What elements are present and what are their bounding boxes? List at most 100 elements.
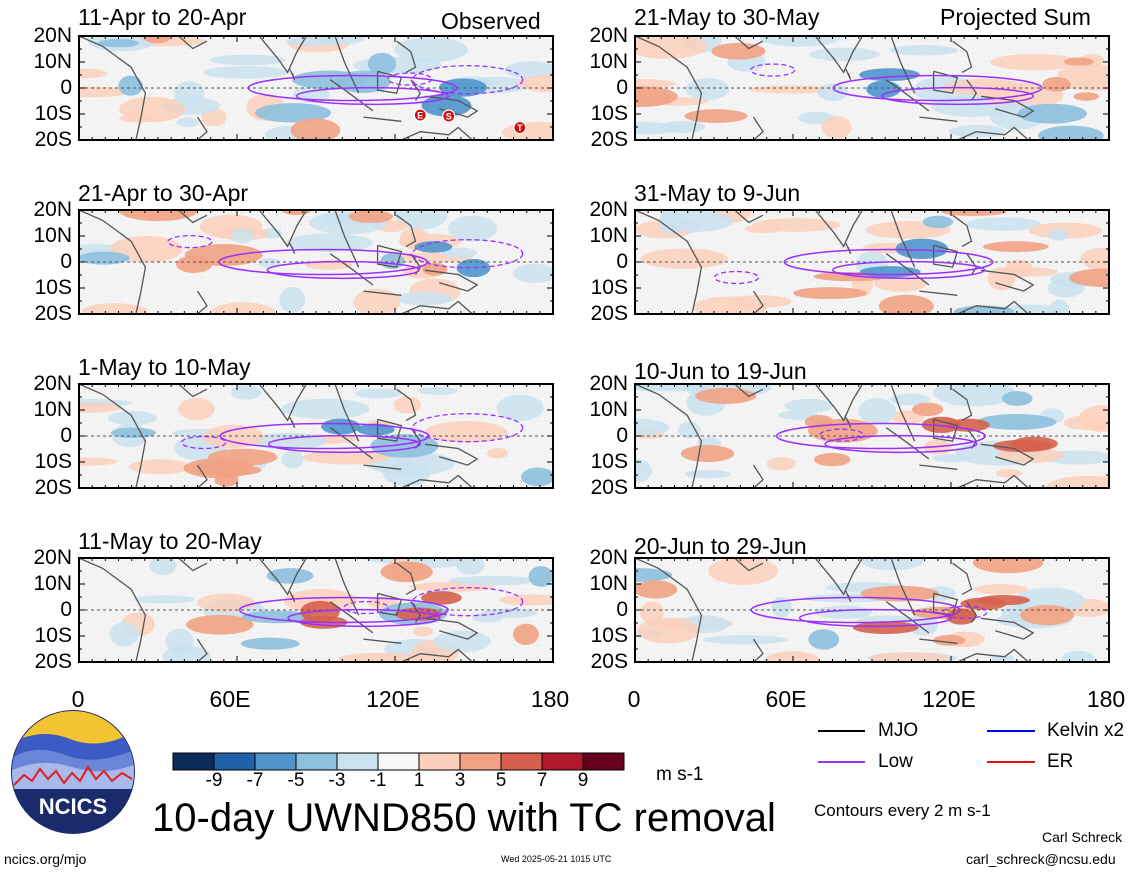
lat-label: 0: [60, 598, 72, 621]
logo-text: NCICS: [39, 794, 107, 819]
tc-marker-label: E: [417, 111, 423, 121]
ncics-logo: NCICS: [11, 710, 135, 834]
colorbar-tick-label: 3: [454, 770, 466, 791]
lat-label: 20S: [34, 128, 72, 151]
panel-title-6: 31-May to 9-Jun: [634, 180, 801, 206]
panel-title-3: 1-May to 10-May: [78, 354, 251, 380]
panel-title-5: 21-May to 30-May: [634, 4, 820, 30]
lat-label: 20S: [590, 476, 628, 499]
lat-label: 10S: [590, 276, 628, 299]
tc-marker: E: [413, 108, 427, 122]
legend-kelvin-label: Kelvin x2: [1047, 720, 1125, 741]
lon-label-right-120e: 120E: [922, 686, 976, 712]
panel-title-8: 20-Jun to 29-Jun: [634, 533, 807, 559]
colorbar: [172, 752, 625, 771]
lat-label: 20N: [33, 198, 72, 221]
lat-label: 10S: [590, 450, 628, 473]
lat-label: 10N: [33, 50, 72, 73]
lat-label: 20N: [33, 24, 72, 47]
colorbar-tick-label: 5: [495, 770, 507, 791]
lat-label: 20S: [34, 650, 72, 673]
colorbar-swatch: [418, 752, 461, 771]
map-panel-5: [634, 35, 1110, 141]
colorbar-swatch: [459, 752, 502, 771]
contours-note: Contours every 2 m s-1: [814, 801, 991, 820]
tc-marker: T: [513, 120, 527, 135]
lat-label: 10N: [589, 50, 628, 73]
lat-label: 20N: [589, 546, 628, 569]
map-panel-3: [78, 383, 554, 489]
lat-label: 20S: [34, 476, 72, 499]
projected-label: Projected Sum: [940, 4, 1091, 30]
footer-timestamp: Wed 2025-05-21 1015 UTC: [501, 854, 612, 864]
colorbar-swatch: [213, 752, 256, 771]
lat-label: 20N: [589, 24, 628, 47]
tc-marker-label: S: [446, 112, 452, 122]
lat-label: 0: [616, 250, 628, 273]
lat-label: 0: [616, 76, 628, 99]
lat-label: 10N: [33, 398, 72, 421]
lat-label: 20S: [590, 128, 628, 151]
panel-title-7: 10-Jun to 19-Jun: [634, 358, 807, 384]
map-panel-2: [78, 209, 554, 315]
lat-label: 10S: [34, 450, 72, 473]
lat-label: 20N: [589, 372, 628, 395]
lat-label: 10S: [590, 624, 628, 647]
lat-label: 20S: [34, 302, 72, 325]
colorbar-tick-label: -1: [369, 770, 387, 791]
panel-title-1: 11-Apr to 20-Apr: [78, 4, 247, 30]
lat-label: 10N: [589, 572, 628, 595]
lat-label: 0: [60, 76, 72, 99]
map-panels: E S T: [78, 35, 1110, 663]
legend-low-label: Low: [878, 751, 913, 772]
colorbar-tick-label: 9: [577, 770, 589, 791]
panel-title-2: 21-Apr to 30-Apr: [78, 180, 249, 206]
footer-url[interactable]: ncics.org/mjo: [4, 851, 87, 867]
legend-lines: [818, 730, 1035, 763]
colorbar-swatch: [582, 752, 625, 771]
map-panel-6: [634, 209, 1110, 315]
lat-label: 10N: [33, 224, 72, 247]
colorbar-tick-label: 1: [413, 770, 425, 791]
lat-label: 20S: [590, 302, 628, 325]
map-panel-1: [78, 35, 554, 141]
legend-mjo-label: MJO: [878, 720, 919, 741]
lon-label-right-180: 180: [1086, 686, 1126, 712]
lat-label: 10S: [34, 102, 72, 125]
map-panel-4: [78, 557, 554, 663]
colorbar-tick-label: 7: [536, 770, 548, 791]
lon-label-left-60e: 60E: [209, 686, 251, 712]
panel-title-4: 11-May to 20-May: [78, 528, 262, 554]
lat-label: 0: [60, 424, 72, 447]
tc-marker: S: [442, 109, 456, 123]
lon-label-left-0: 0: [71, 686, 85, 712]
lat-label: 10S: [34, 624, 72, 647]
tc-marker-label: T: [517, 123, 523, 133]
colorbar-swatch: [336, 752, 379, 771]
main-title: 10-day UWND850 with TC removal: [152, 796, 776, 840]
lon-label-right-60e: 60E: [765, 686, 807, 712]
footer-author: Carl Schreck: [1042, 829, 1123, 845]
lat-label: 20N: [589, 198, 628, 221]
lon-label-left-120e: 120E: [366, 686, 420, 712]
colorbar-swatch: [295, 752, 338, 771]
colorbar-swatch: [500, 752, 543, 771]
lon-label-right-0: 0: [627, 686, 641, 712]
lat-label: 10N: [589, 224, 628, 247]
observed-label: Observed: [441, 8, 541, 34]
colorbar-tick-label: -9: [205, 770, 223, 791]
colorbar-tick-label: -3: [328, 770, 346, 791]
lat-label: 20N: [33, 546, 72, 569]
footer-email[interactable]: carl_schreck@ncsu.edu: [966, 851, 1116, 867]
legend-er-label: ER: [1047, 751, 1074, 772]
lat-label: 20S: [590, 650, 628, 673]
lon-label-left-180: 180: [530, 686, 570, 712]
colorbar-unit: m s-1: [656, 764, 704, 785]
lat-label: 10N: [33, 572, 72, 595]
colorbar-tick-label: -5: [287, 770, 305, 791]
lat-label: 10N: [589, 398, 628, 421]
colorbar-swatch: [254, 752, 297, 771]
lat-label: 0: [60, 250, 72, 273]
lat-label: 10S: [590, 102, 628, 125]
lat-label: 20N: [33, 372, 72, 395]
